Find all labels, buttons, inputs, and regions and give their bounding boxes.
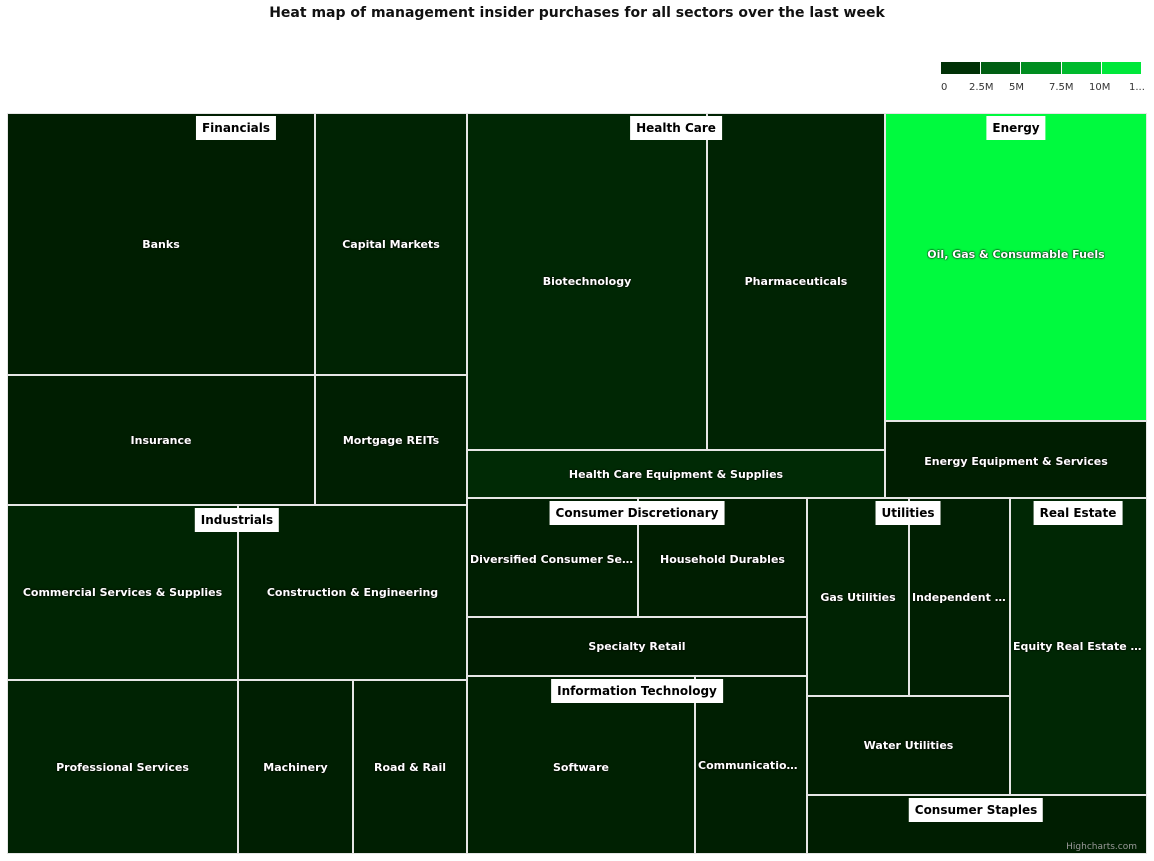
treemap-cell-label: Mortgage REITs bbox=[342, 433, 440, 447]
treemap-cell-label: Health Care Equipment & Supplies bbox=[568, 467, 784, 481]
treemap-cell-label: Gas Utilities bbox=[820, 590, 896, 604]
legend-tick-label: 7.5M bbox=[1049, 82, 1074, 93]
treemap-cell-independent-power-and-renewable-electricity-producers[interactable]: Independent Power and Renewable Electric… bbox=[909, 498, 1010, 696]
legend-swatch bbox=[1101, 62, 1142, 74]
sector-label-utilities[interactable]: Utilities bbox=[875, 501, 941, 525]
treemap-cell-software[interactable]: Software bbox=[467, 676, 695, 854]
treemap-cell-banks[interactable]: Banks bbox=[7, 113, 315, 375]
legend-swatch bbox=[981, 62, 1022, 74]
treemap-cell-communications-equipment[interactable]: Communications Equipment bbox=[695, 676, 807, 854]
treemap-cell-label: Construction & Engineering bbox=[266, 586, 439, 599]
treemap-cell-health-care-equipment-supplies[interactable]: Health Care Equipment & Supplies bbox=[467, 450, 885, 498]
sector-label-consumer-staples[interactable]: Consumer Staples bbox=[908, 798, 1044, 822]
sector-label-information-technology[interactable]: Information Technology bbox=[551, 679, 723, 703]
treemap-cell-label: Road & Rail bbox=[373, 760, 446, 774]
treemap-cell-label: Software bbox=[553, 760, 609, 774]
legend-swatch bbox=[1021, 62, 1062, 74]
legend-gradient-bar bbox=[941, 62, 1142, 74]
treemap-cell-equity-real-estate-investment-trusts-reits[interactable]: Equity Real Estate Investment Trusts (RE… bbox=[1010, 498, 1147, 795]
legend-tick-label: 10M bbox=[1089, 82, 1111, 93]
treemap-cell-mortgage-reits[interactable]: Mortgage REITs bbox=[315, 375, 467, 505]
treemap-cell-label: Energy Equipment & Services bbox=[924, 455, 1108, 468]
treemap-cell-label: Insurance bbox=[130, 433, 192, 447]
treemap-cell-water-utilities[interactable]: Water Utilities bbox=[807, 696, 1010, 795]
treemap-cell-label: Machinery bbox=[263, 760, 328, 774]
treemap-cell-insurance[interactable]: Insurance bbox=[7, 375, 315, 505]
legend-swatch bbox=[1061, 62, 1102, 74]
treemap-cell-biotechnology[interactable]: Biotechnology bbox=[467, 113, 707, 450]
treemap-cell-label: Commercial Services & Supplies bbox=[22, 586, 223, 599]
legend-tick-label: 2.5M bbox=[969, 82, 994, 93]
treemap-cell-professional-services[interactable]: Professional Services bbox=[7, 680, 238, 854]
treemap-cell-pharmaceuticals[interactable]: Pharmaceuticals bbox=[707, 113, 885, 450]
treemap-cell-machinery[interactable]: Machinery bbox=[238, 680, 353, 854]
legend-tick-label: 0 bbox=[941, 82, 948, 93]
color-legend: 0 2.5M 5M 7.5M 10M 1... bbox=[941, 62, 1145, 98]
treemap-cell-commercial-services-supplies[interactable]: Commercial Services & Supplies bbox=[7, 505, 238, 680]
legend-swatch bbox=[941, 62, 982, 74]
treemap-cell-label: Specialty Retail bbox=[588, 640, 686, 653]
legend-tick-label: 5M bbox=[1009, 82, 1024, 93]
legend-tick-label: 1... bbox=[1129, 82, 1145, 93]
treemap-cell-capital-markets[interactable]: Capital Markets bbox=[315, 113, 467, 375]
sector-label-industrials[interactable]: Industrials bbox=[194, 508, 280, 532]
treemap-cell-label: Capital Markets bbox=[342, 237, 440, 251]
sector-label-health-care[interactable]: Health Care bbox=[630, 116, 722, 140]
treemap-cell-label: Household Durables bbox=[660, 553, 785, 566]
treemap-cell-label: Water Utilities bbox=[863, 739, 954, 752]
treemap-cell-energy-equipment-services[interactable]: Energy Equipment & Services bbox=[885, 421, 1147, 498]
treemap-cell-label: Biotechnology bbox=[542, 275, 632, 288]
treemap-cell-construction-engineering[interactable]: Construction & Engineering bbox=[238, 505, 467, 680]
treemap-cell-label: Communications Equipment bbox=[698, 758, 804, 772]
treemap-cell-road-rail[interactable]: Road & Rail bbox=[353, 680, 467, 854]
treemap-cell-label: Banks bbox=[142, 237, 180, 251]
chart-title: Heat map of management insider purchases… bbox=[269, 5, 885, 21]
treemap-cell-label: Professional Services bbox=[56, 760, 189, 774]
sector-label-consumer-discretionary[interactable]: Consumer Discretionary bbox=[549, 501, 725, 525]
treemap-cell-label: Equity Real Estate Investment Trusts (RE… bbox=[1013, 640, 1144, 653]
sector-label-financials[interactable]: Financials bbox=[195, 116, 277, 140]
legend-ticks: 0 2.5M 5M 7.5M 10M 1... bbox=[941, 82, 1145, 98]
treemap-cell-gas-utilities[interactable]: Gas Utilities bbox=[807, 498, 909, 696]
sector-label-energy[interactable]: Energy bbox=[986, 116, 1046, 140]
treemap-cell-oil-gas-consumable-fuels[interactable]: Oil, Gas & Consumable Fuels bbox=[885, 113, 1147, 421]
treemap-cell-label: Independent Power and Renewable Electric… bbox=[912, 590, 1007, 604]
credits-link[interactable]: Highcharts.com bbox=[1066, 842, 1137, 852]
treemap-cell-label: Pharmaceuticals bbox=[744, 275, 848, 288]
sector-label-real-estate[interactable]: Real Estate bbox=[1033, 501, 1123, 525]
treemap-cell-label: Oil, Gas & Consumable Fuels bbox=[927, 247, 1105, 261]
treemap-cell-label: Diversified Consumer Services bbox=[470, 553, 635, 566]
treemap-cell-specialty-retail[interactable]: Specialty Retail bbox=[467, 617, 807, 676]
